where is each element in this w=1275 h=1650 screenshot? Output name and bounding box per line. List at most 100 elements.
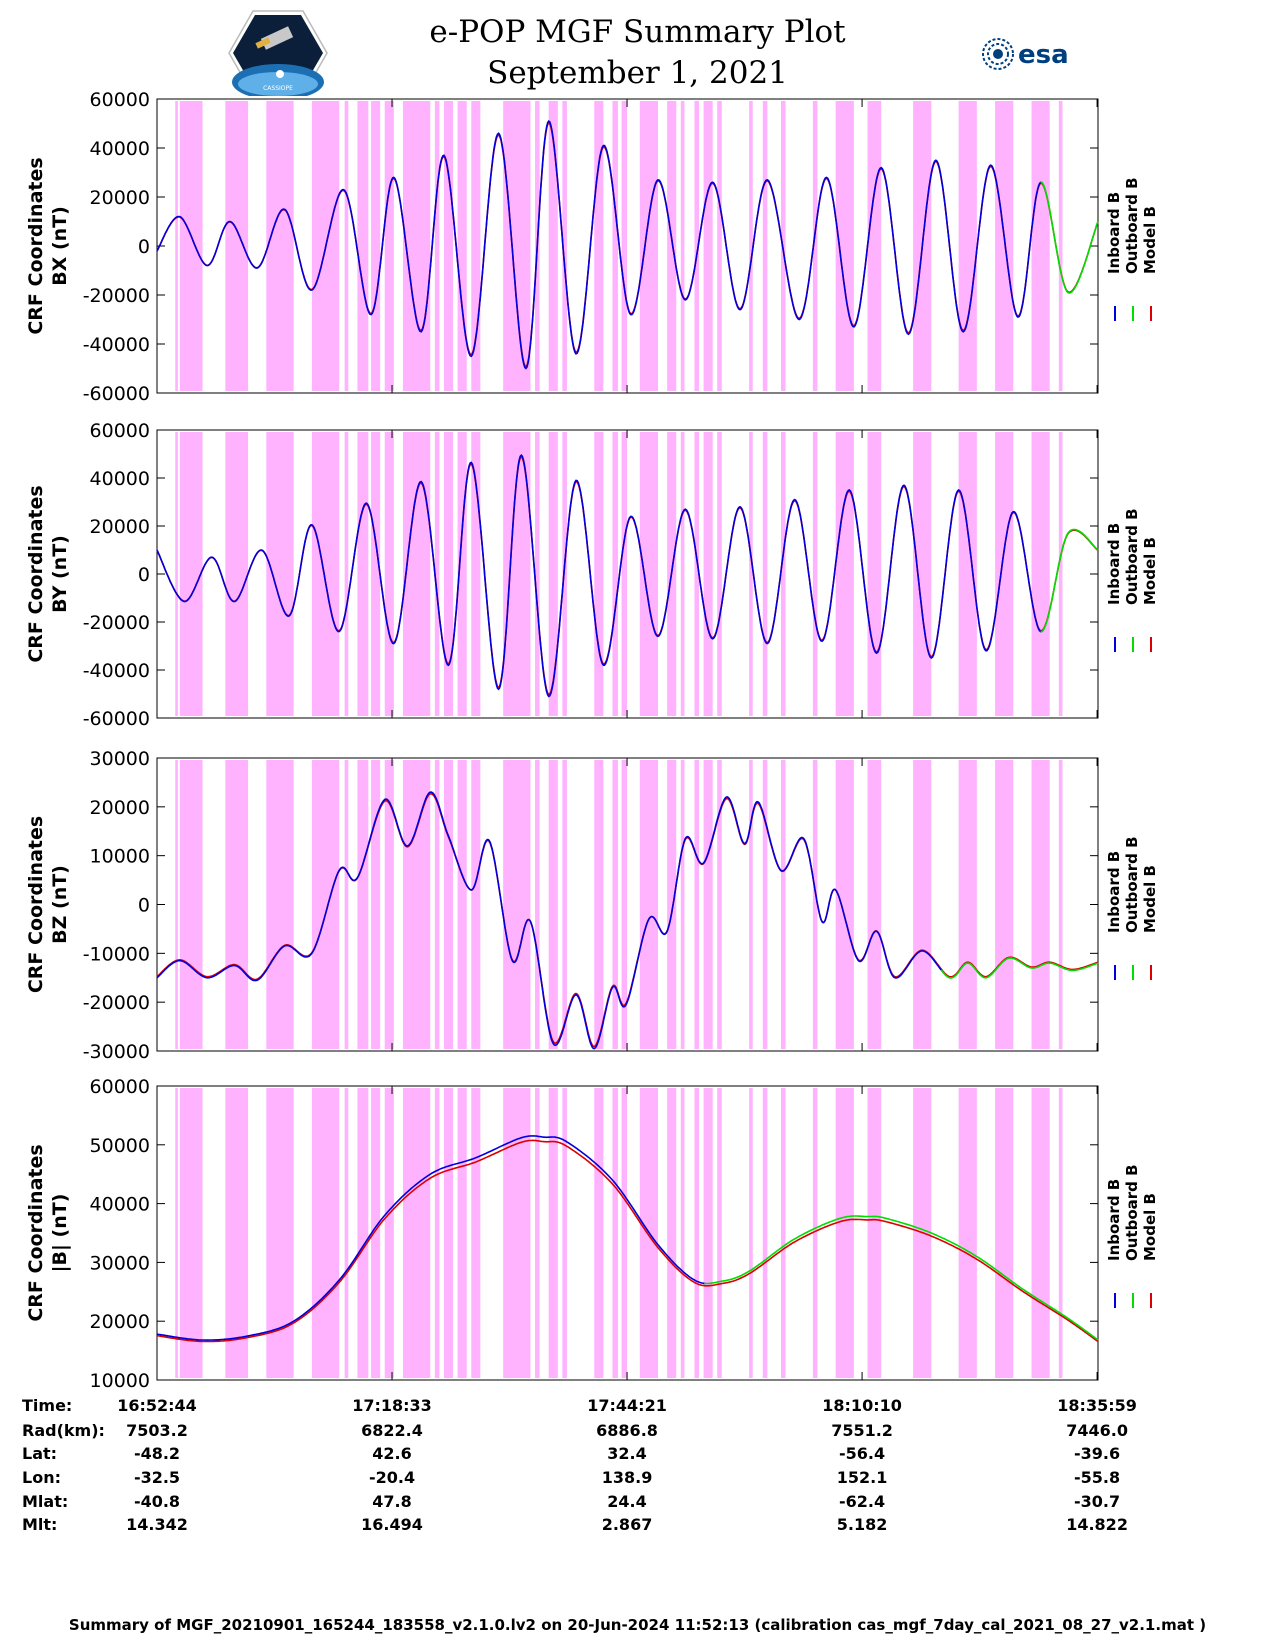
shaded-interval <box>995 1088 1014 1378</box>
ephemeris-row-label: Rad(km): <box>22 1421 105 1440</box>
shaded-interval <box>266 760 294 1049</box>
legend-label: Inboard B <box>1105 523 1123 605</box>
shaded-interval <box>694 432 700 716</box>
shaded-interval <box>175 1088 178 1378</box>
shaded-interval <box>1058 101 1063 391</box>
plot-date: September 1, 2021 <box>487 55 788 91</box>
shaded-interval <box>548 432 558 716</box>
y-tick-label: -30000 <box>83 1041 150 1063</box>
y-tick-label: -60000 <box>83 708 150 730</box>
shaded-interval <box>548 101 558 391</box>
shaded-interval <box>384 432 394 716</box>
legend-label: Model B <box>1141 537 1159 605</box>
shaded-interval <box>344 760 349 1049</box>
y-axis-label-line2: BY (nT) <box>49 535 71 613</box>
shaded-interval <box>867 760 882 1049</box>
shaded-interval <box>762 760 768 1049</box>
shaded-interval <box>621 101 628 391</box>
svg-text:esa: esa <box>1018 40 1069 70</box>
shaded-interval <box>762 101 768 391</box>
shaded-interval <box>867 101 882 391</box>
ephemeris-row-label: Mlat: <box>22 1492 69 1511</box>
series-inboard-line <box>156 1135 706 1341</box>
y-tick-label: 40000 <box>90 468 150 490</box>
shaded-interval <box>503 760 531 1049</box>
ephemeris-value: 16.494 <box>361 1515 423 1534</box>
legend-label: Inboard B <box>1105 1179 1123 1261</box>
shaded-interval <box>457 760 467 1049</box>
y-axis-label-line1: CRF Coordinates <box>25 157 47 334</box>
shaded-interval <box>434 1088 440 1378</box>
esa-logo: esa <box>982 38 1069 70</box>
panel-frame <box>156 429 1099 719</box>
shaded-interval <box>749 1088 753 1378</box>
ephemeris-value: -32.5 <box>133 1468 181 1487</box>
shaded-interval <box>680 432 685 716</box>
shaded-interval <box>703 432 713 716</box>
shaded-interval <box>639 760 659 1049</box>
ephemeris-value: 7446.0 <box>1066 1421 1128 1440</box>
shaded-interval <box>913 760 932 1049</box>
y-tick-label: 30000 <box>90 1252 150 1274</box>
series-inboard-line <box>156 791 943 1050</box>
shaded-interval <box>384 101 394 391</box>
shaded-interval <box>612 432 618 716</box>
shaded-interval <box>402 760 431 1049</box>
ephemeris-value: 17:44:21 <box>587 1396 667 1415</box>
ephemeris-value: -56.4 <box>839 1444 886 1463</box>
shaded-interval <box>357 432 369 716</box>
shaded-interval <box>562 760 567 1049</box>
shaded-interval <box>471 1088 481 1378</box>
shaded-interval <box>1031 432 1050 716</box>
ephemeris-value: -30.7 <box>1074 1492 1121 1511</box>
shaded-interval <box>371 101 381 391</box>
shaded-interval <box>357 760 369 1049</box>
shaded-interval <box>812 432 818 716</box>
shaded-interval <box>749 101 753 391</box>
shaded-interval <box>344 1088 349 1378</box>
shaded-interval <box>812 101 818 391</box>
series-outboard-line <box>1040 181 1099 294</box>
y-axis-label-line1: CRF Coordinates <box>25 485 47 662</box>
shaded-interval <box>175 432 178 716</box>
shaded-interval <box>667 101 677 391</box>
shaded-interval <box>717 1088 722 1378</box>
shaded-interval <box>639 432 659 716</box>
series-model-line <box>156 792 1099 1048</box>
ephemeris-value: 5.182 <box>836 1515 888 1534</box>
shaded-interval <box>958 760 977 1049</box>
shaded-interval <box>995 432 1014 716</box>
ephemeris-value: 7503.2 <box>126 1421 188 1440</box>
shaded-interval <box>535 432 540 716</box>
legend-label: Inboard B <box>1105 851 1123 933</box>
series-model-line <box>156 1139 1099 1343</box>
y-tick-label: 10000 <box>90 1370 150 1392</box>
ephemeris-row-label: Time: <box>22 1396 73 1415</box>
shaded-interval <box>703 101 713 391</box>
y-tick-label: -20000 <box>83 992 150 1014</box>
shaded-interval <box>179 760 203 1049</box>
series-outboard-line <box>1040 528 1099 633</box>
ephemeris-row-label: Lat: <box>22 1444 58 1463</box>
y-tick-label: 50000 <box>90 1135 150 1157</box>
legend-label: Outboard B <box>1123 1164 1141 1261</box>
shaded-interval <box>835 432 854 716</box>
shaded-interval <box>958 101 977 391</box>
ephemeris-value: -39.6 <box>1074 1444 1121 1463</box>
footer-summary: Summary of MGF_20210901_165244_183558_v2… <box>68 1616 1207 1634</box>
panel-frame <box>156 757 1099 1052</box>
shaded-interval <box>457 432 467 716</box>
shaded-interval <box>762 1088 768 1378</box>
ephemeris-value: 152.1 <box>836 1468 888 1487</box>
y-tick-label: 0 <box>138 895 150 917</box>
shaded-interval <box>749 432 753 716</box>
shaded-interval <box>621 432 628 716</box>
shaded-interval <box>443 101 454 391</box>
shaded-interval <box>680 101 685 391</box>
legend-label: Model B <box>1141 206 1159 274</box>
shaded-interval <box>179 432 203 716</box>
plot-title: e-POP MGF Summary Plot <box>429 14 846 50</box>
shaded-interval <box>457 1088 467 1378</box>
shaded-interval <box>443 1088 454 1378</box>
shaded-interval <box>371 432 381 716</box>
